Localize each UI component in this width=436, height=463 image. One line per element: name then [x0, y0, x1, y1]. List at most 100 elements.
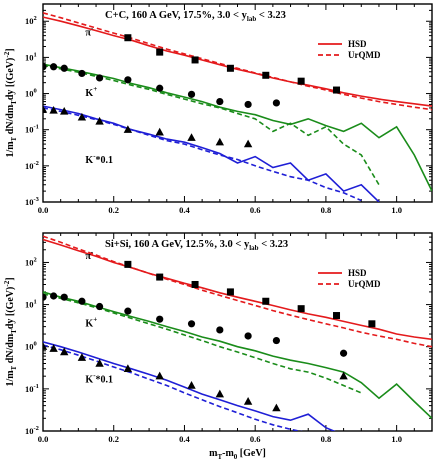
data-point-circle — [124, 76, 132, 84]
data-point-circle — [60, 64, 68, 72]
x-tick-label: 1.0 — [391, 205, 402, 215]
x-tick-label: 0.4 — [179, 434, 190, 444]
data-point-square — [262, 297, 270, 305]
legend-label-hsd: HSD — [348, 39, 367, 49]
y-tick-label: 100 — [25, 88, 37, 99]
data-point-circle — [216, 97, 224, 106]
data-point-triangle — [187, 133, 196, 141]
species-label-1: K+ — [85, 85, 97, 99]
y-tick-label: 10-2 — [25, 425, 39, 436]
x-tick-label: 0.0 — [38, 434, 49, 444]
data-point-circle — [43, 293, 47, 301]
urqmd-curve-1 — [43, 293, 362, 394]
y-axis-label: 1/mT dN/dmTdy [(GeV)-2] — [3, 48, 18, 157]
data-point-circle — [95, 302, 104, 311]
y-tick-label: 101 — [25, 51, 37, 62]
x-tick-label: 0.0 — [38, 205, 49, 215]
data-point-circle — [78, 297, 86, 305]
chart-panel-2: 10-2 10-1 100 101 102 0.0 0.2 0.4 0.6 0.8 1.0 Si+Si… — [3, 232, 433, 461]
data-point-circle — [60, 293, 68, 301]
urqmd-curve-0 — [43, 235, 432, 348]
data-point-square — [156, 273, 164, 281]
x-tick-label: 0.2 — [108, 434, 119, 444]
plot-area — [43, 12, 432, 202]
y-tick-label: 10-1 — [25, 124, 39, 135]
data-point-triangle — [43, 342, 48, 350]
data-point-triangle — [155, 127, 164, 136]
data-point-triangle — [243, 397, 253, 405]
plot-frame — [42, 3, 433, 203]
y-tick-label: 101 — [25, 299, 37, 310]
data-point-circle — [50, 292, 58, 300]
data-point-circle — [272, 336, 280, 345]
data-point-square — [156, 48, 164, 56]
x-tick-label: 0.6 — [250, 205, 261, 215]
hsd-curve-1 — [43, 291, 432, 419]
data-point-triangle — [272, 403, 281, 412]
species-label-2: K-*0.1 — [85, 152, 113, 166]
data-point-circle — [272, 99, 280, 107]
data-point-circle — [43, 63, 47, 71]
data-point-square — [226, 64, 234, 72]
y-tick-label: 100 — [25, 341, 37, 352]
y-tick-label: 10-2 — [25, 160, 39, 171]
data-point-square — [333, 86, 341, 94]
x-tick-label: 0.8 — [321, 434, 332, 444]
data-point-circle — [244, 100, 252, 109]
y-axis-label: 1/mT dN/dmTdy [(GeV)-2] — [3, 277, 18, 386]
data-point-circle — [124, 307, 132, 315]
plot-frame — [42, 232, 433, 432]
data-point-square — [297, 305, 305, 313]
data-point-square — [124, 260, 132, 268]
data-point-circle — [156, 315, 164, 323]
data-point-square — [124, 34, 132, 42]
chart-title: C+C, 160 A GeV, 17.5%, 3.0 < ylab < 3.23 — [105, 10, 286, 23]
data-point-square — [262, 71, 270, 79]
urqmd-curve-2 — [43, 107, 362, 202]
data-point-triangle — [77, 353, 87, 361]
y-tick-label: 102 — [25, 256, 37, 267]
data-point-circle — [339, 349, 348, 357]
data-point-triangle — [60, 106, 69, 115]
data-point-triangle — [215, 389, 225, 398]
x-tick-label: 0.4 — [179, 205, 190, 215]
data-point-square — [226, 288, 234, 296]
data-point-triangle — [95, 358, 104, 367]
data-point-triangle — [123, 364, 133, 372]
x-axis-label: mT-m0 [GeV] — [209, 448, 266, 461]
data-point-circle — [216, 326, 224, 334]
data-point-triangle — [49, 344, 58, 352]
x-tick-label: 0.2 — [108, 205, 119, 215]
x-tick-label: 0.8 — [321, 205, 332, 215]
data-point-triangle — [243, 139, 253, 148]
species-label-0: π- — [85, 25, 93, 39]
data-point-circle — [244, 332, 252, 340]
data-point-circle — [156, 84, 164, 92]
species-label-1: K+ — [85, 316, 97, 330]
data-point-square — [297, 77, 305, 85]
data-point-triangle — [155, 371, 164, 380]
data-point-triangle — [43, 105, 48, 113]
data-point-square — [368, 320, 376, 328]
data-point-square — [191, 56, 199, 64]
species-label-0: π- — [85, 248, 93, 262]
chart-panel-1: 10-3 10-2 10-1 100 101 102 0.0 0.2 0.4 0.6 0.8 1.0 C… — [3, 3, 433, 215]
urqmd-curve-0 — [43, 12, 432, 111]
legend-label-urqmd: UrQMD — [348, 50, 381, 60]
data-point-triangle — [123, 125, 133, 133]
species-label-2: K-*0.1 — [85, 372, 113, 386]
hsd-curve-0 — [43, 238, 432, 341]
data-point-triangle — [95, 116, 104, 125]
urqmd-curve-1 — [43, 64, 380, 186]
data-point-triangle — [187, 381, 196, 389]
data-point-triangle — [339, 371, 348, 380]
legend-label-hsd: HSD — [348, 268, 367, 278]
data-point-triangle — [215, 137, 225, 146]
hsd-curve-1 — [43, 63, 432, 192]
x-tick-label: 0.6 — [250, 434, 261, 444]
data-point-triangle — [77, 112, 87, 121]
urqmd-curve-2 — [43, 344, 303, 431]
y-tick-label: 10-3 — [25, 196, 40, 207]
data-point-triangle — [60, 347, 69, 356]
